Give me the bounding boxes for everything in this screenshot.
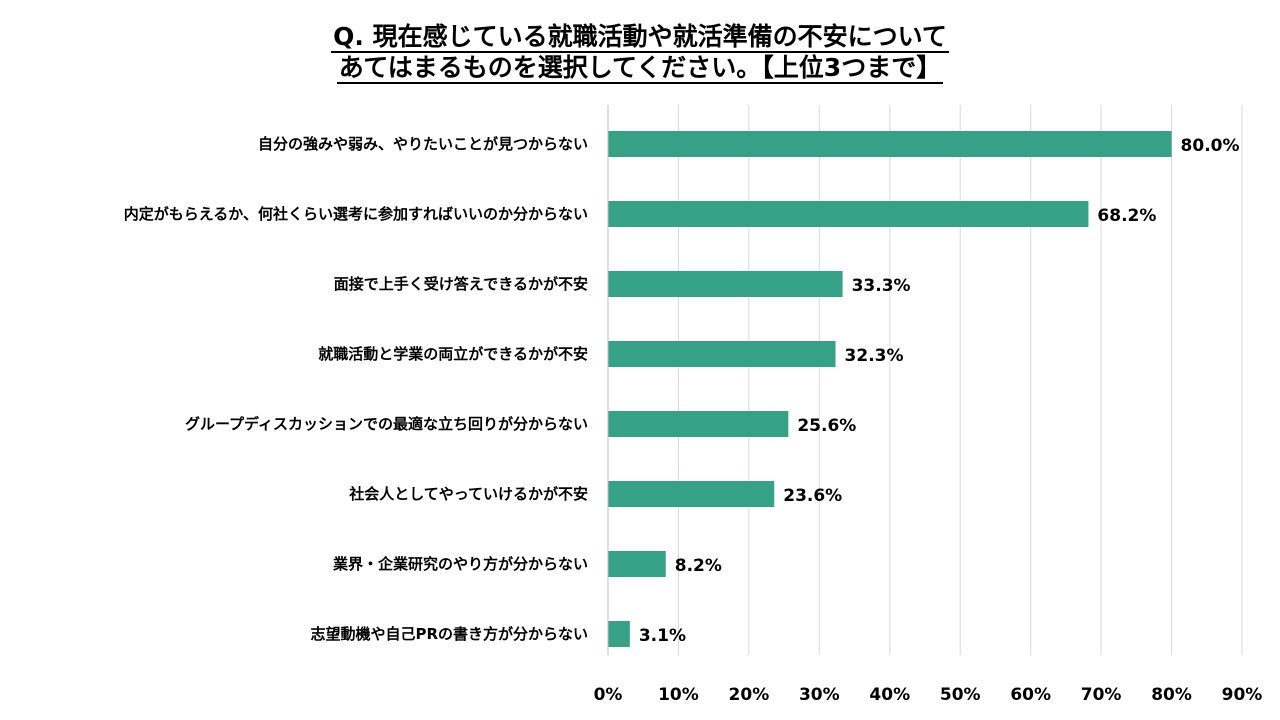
x-tick-label: 90% (1222, 685, 1263, 705)
bar (608, 621, 630, 647)
bar (608, 271, 843, 297)
category-label: 面接で上手く受け答えできるかが不安 (334, 275, 588, 293)
x-tick-label: 0% (594, 685, 623, 705)
category-label: グループディスカッションでの最適な立ち回りが分からない (185, 415, 588, 433)
category-label: 志望動機や自己PRの書き方が分からない (310, 625, 588, 643)
data-label: 80.0% (1181, 136, 1240, 156)
data-label: 32.3% (845, 346, 904, 366)
x-tick-label: 60% (1010, 685, 1051, 705)
x-tick-label: 80% (1151, 685, 1192, 705)
data-label: 33.3% (852, 276, 911, 296)
data-label: 3.1% (639, 626, 686, 646)
category-label: 自分の強みや弱み、やりたいことが見つからない (258, 135, 588, 153)
bar (608, 411, 789, 437)
bar (608, 201, 1089, 227)
x-tick-label: 30% (799, 685, 840, 705)
bar (608, 481, 775, 507)
data-label: 23.6% (783, 486, 842, 506)
data-label: 8.2% (675, 556, 722, 576)
bar (608, 131, 1172, 157)
bar (608, 551, 666, 577)
bar (608, 341, 836, 367)
x-tick-label: 10% (658, 685, 699, 705)
chart-title: Q. 現在感じている就職活動や就活準備の不安について あてはまるものを選択してく… (0, 22, 1280, 84)
x-tick-label: 20% (729, 685, 770, 705)
x-tick-label: 40% (869, 685, 910, 705)
chart-title-line-2: あてはまるものを選択してください。【上位3つまで】 (336, 53, 944, 84)
chart-title-line-1: Q. 現在感じている就職活動や就活準備の不安について (331, 22, 949, 53)
x-tick-label: 70% (1081, 685, 1122, 705)
x-tick-label: 50% (940, 685, 981, 705)
category-label: 社会人としてやっていけるかが不安 (348, 485, 588, 503)
category-label: 就職活動と学業の両立ができるかが不安 (318, 345, 588, 363)
data-label: 25.6% (797, 416, 856, 436)
category-label: 業界・企業研究のやり方が分からない (332, 555, 588, 573)
category-label: 内定がもらえるか、何社くらい選考に参加すればいいのか分からない (124, 205, 588, 223)
data-label: 68.2% (1097, 206, 1156, 226)
